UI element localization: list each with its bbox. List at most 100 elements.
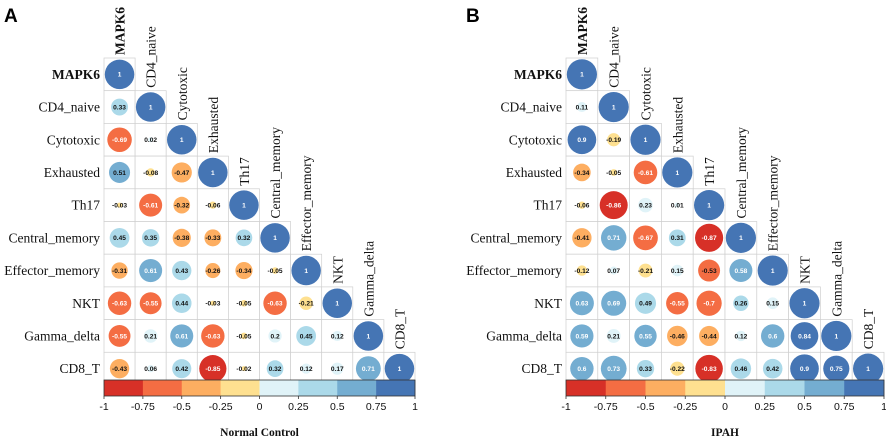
correlation-circle [569, 291, 594, 316]
correlation-circle [668, 229, 686, 247]
correlation-value: -0.44 [702, 333, 717, 340]
colorbar-segment [645, 380, 686, 396]
column-label-cd8-t: CD8_T [392, 308, 407, 349]
colorbar-tick-label: -0.75 [594, 401, 618, 413]
correlation-circle [147, 365, 155, 373]
correlation-circle [146, 168, 155, 177]
correlation-value: 0.9 [577, 137, 586, 144]
correlation-circle [240, 332, 248, 340]
correlation-circle [567, 125, 597, 155]
correlation-value: 1 [675, 170, 679, 177]
correlation-circle [171, 293, 192, 314]
correlation-circle [634, 324, 657, 348]
row-label-mapk6: MAPK6 [52, 67, 100, 82]
correlation-value: -0.06 [574, 202, 589, 209]
row-label-cytotoxic: Cytotoxic [47, 132, 100, 147]
colorbar-tick-label: -0.5 [636, 401, 654, 413]
colorbar-tick-label: 0.75 [834, 401, 855, 413]
correlation-circle [694, 190, 725, 221]
row-label-nkt: NKT [72, 296, 100, 311]
correlation-value: -0.55 [670, 301, 685, 308]
colorbar-tick-label: -0.25 [673, 401, 697, 413]
correlation-circle [204, 229, 222, 247]
correlation-value: 0.32 [269, 366, 282, 373]
correlation-value: 0.49 [639, 301, 652, 308]
panel-a: A10.33 1-0.69 0.02 10.51 -0.08 -0.47 1-0.03 -0.… [4, 6, 418, 439]
correlation-value: 1 [644, 137, 648, 144]
correlation-value: -0.05 [236, 333, 251, 340]
correlation-circle [263, 291, 287, 315]
correlation-circle [761, 324, 785, 348]
correlation-value: -0.63 [268, 301, 283, 308]
correlation-value: -0.61 [638, 170, 653, 177]
correlation-value: 0.31 [671, 235, 684, 242]
column-label-cd4-naive: CD4_naive [144, 26, 159, 88]
correlation-circle [633, 160, 658, 185]
correlation-circle [260, 223, 290, 253]
correlation-value: -0.55 [143, 301, 158, 308]
correlation-value: 0.73 [607, 366, 620, 373]
column-label-central-memory: Central_memory [734, 127, 749, 219]
correlation-value: 0.55 [639, 333, 652, 340]
correlation-circle [578, 201, 586, 209]
column-label-th17: Th17 [237, 157, 252, 186]
correlation-value: -0.06 [205, 202, 220, 209]
colorbar-tick-label: -0.25 [209, 401, 233, 413]
correlation-circle [789, 288, 820, 319]
column-label-effector-memory: Effector_memory [299, 155, 314, 251]
correlation-value: 0.45 [300, 333, 313, 340]
row-label-th17: Th17 [534, 198, 563, 213]
row-label-effector-memory: Effector_memory [4, 263, 100, 278]
column-label-cd4-naive: CD4_naive [607, 26, 622, 88]
colorbar-tick-label: 0 [257, 401, 263, 413]
correlation-value: 0.6 [768, 333, 777, 340]
correlation-value: 1 [803, 301, 807, 308]
correlation-value: 1 [180, 137, 184, 144]
correlation-value: 0.71 [607, 235, 620, 242]
correlation-circle [271, 267, 279, 274]
correlation-value: 0.42 [175, 366, 188, 373]
correlation-circle [353, 321, 384, 351]
column-label-exhausted: Exhausted [670, 97, 685, 153]
correlation-circle [241, 366, 247, 372]
row-label-gamma-delta: Gamma_delta [24, 328, 100, 343]
correlation-value: 0.02 [144, 137, 157, 144]
row-label-cd8-t: CD8_T [522, 361, 563, 376]
column-label-central-memory: Central_memory [268, 127, 283, 219]
column-label-th17: Th17 [702, 157, 717, 186]
correlation-value: -0.86 [606, 202, 621, 209]
correlation-value: 0.23 [639, 202, 652, 209]
correlation-value: 0.35 [144, 235, 157, 242]
correlation-circle [104, 59, 135, 90]
colorbar-tick-label: 0.25 [288, 401, 309, 413]
correlation-circle [670, 361, 685, 376]
panel-title: Normal Control [220, 427, 299, 439]
colorbar-segment [605, 380, 646, 396]
correlation-value: -0.55 [112, 333, 127, 340]
correlation-circle [823, 355, 850, 382]
correlation-value: 1 [739, 235, 743, 242]
correlation-circle [209, 201, 217, 209]
column-label-cd8-t: CD8_T [861, 308, 876, 349]
row-label-effector-memory: Effector_memory [466, 263, 562, 278]
correlation-circle [662, 157, 693, 188]
colorbar-segment [181, 380, 221, 396]
correlation-circle [610, 169, 618, 176]
correlation-value: -0.7 [703, 301, 715, 308]
correlation-value: -0.21 [299, 301, 314, 308]
correlation-circle [609, 266, 618, 275]
correlation-value: 0.15 [671, 268, 684, 275]
correlation-circle [135, 92, 166, 122]
correlation-value: -0.03 [112, 202, 127, 209]
colorbar-tick-label: 0.5 [330, 401, 345, 413]
colorbar-tick-label: 1 [881, 401, 886, 413]
correlation-value: 1 [707, 202, 711, 209]
colorbar-segment [764, 380, 805, 396]
row-label-th17: Th17 [72, 198, 101, 213]
correlation-value: 0.07 [607, 268, 620, 275]
correlation-value: -0.41 [574, 235, 589, 242]
correlation-circle [607, 133, 621, 147]
correlation-value: -0.05 [268, 268, 283, 275]
correlation-circle [570, 324, 594, 348]
correlation-circle [299, 296, 313, 311]
